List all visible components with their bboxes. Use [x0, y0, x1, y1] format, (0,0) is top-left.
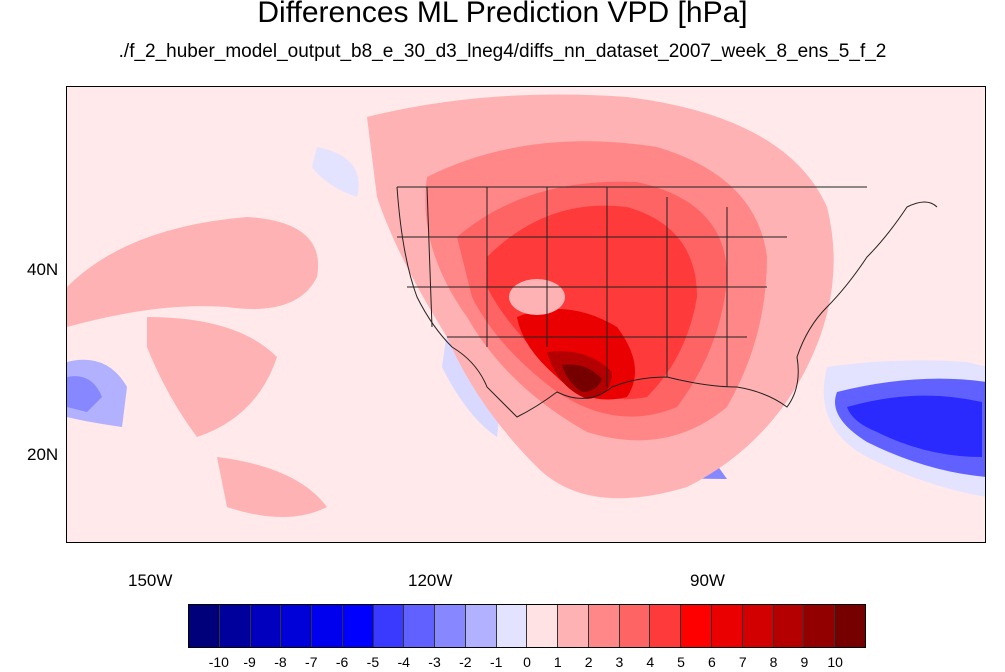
lat-label-20n: 20N — [27, 445, 59, 464]
colorbar-swatch — [681, 605, 713, 647]
colorbar-swatch — [527, 605, 559, 647]
map-field — [67, 87, 985, 542]
colorbar-tick-label: 1 — [553, 654, 562, 670]
colorbar-swatch — [312, 605, 343, 647]
colorbar-tick-label: 3 — [615, 654, 624, 670]
field-positive-texas-max — [562, 364, 602, 392]
field-positive-pacific-north — [67, 217, 319, 327]
colorbar-tick-label: 9 — [800, 654, 809, 670]
colorbar-swatch — [588, 605, 620, 647]
field-negative-pacific — [312, 147, 359, 197]
colorbar-tick-label: 0 — [523, 654, 531, 670]
field-light-spot — [509, 279, 565, 315]
colorbar-tick-label: -3 — [428, 654, 441, 670]
colorbar-tick-label: 10 — [827, 654, 843, 670]
colorbar-tick-label: 5 — [677, 654, 685, 670]
colorbar-swatch — [189, 605, 220, 647]
colorbar-swatch — [619, 605, 651, 647]
colorbar-swatch — [558, 605, 589, 647]
colorbar-tick-label: 2 — [584, 654, 593, 670]
lat-label-40n: 40N — [27, 260, 59, 279]
colorbar-swatch — [650, 605, 682, 647]
plot-title: Differences ML Prediction VPD [hPa] — [257, 0, 748, 29]
colorbar-swatch — [373, 605, 405, 647]
colorbar-tick-label: 6 — [708, 654, 716, 670]
colorbar-tick-label: 4 — [646, 654, 655, 670]
colorbar-swatch — [219, 605, 251, 647]
colorbar-swatch — [342, 605, 374, 647]
lon-label-90w: 90W — [690, 571, 725, 590]
colorbar-tick-label: -4 — [397, 654, 410, 670]
colorbar-tick-label: 8 — [769, 654, 778, 670]
colorbar-tick-label: -5 — [366, 654, 380, 670]
colorbar-tick-label: -2 — [459, 654, 472, 670]
colorbar-tick-label: -7 — [305, 654, 318, 670]
field-positive-pacific-south — [217, 457, 327, 517]
colorbar-swatch — [281, 605, 313, 647]
colorbar-swatch — [712, 605, 743, 647]
vpd-difference-map — [66, 86, 986, 543]
colorbar-tick-label: 7 — [738, 654, 747, 670]
field-negative-atlantic-core — [847, 395, 982, 457]
colorbar-swatch — [404, 605, 436, 647]
colorbar-swatch — [835, 605, 865, 647]
colorbar-swatch — [250, 605, 282, 647]
colorbar-tick-label: -9 — [243, 654, 256, 670]
colorbar-tick-label: -10 — [208, 654, 229, 670]
colorbar-swatch — [773, 605, 805, 647]
boundaries — [396, 186, 938, 418]
field-negative-baja — [442, 332, 499, 437]
colorbar-tick-label: -1 — [489, 654, 503, 670]
plot-subtitle: ./f_2_huber_model_output_b8_e_30_d3_lneg… — [118, 41, 887, 62]
colorbar-tick-label: -6 — [335, 654, 349, 670]
colorbar-swatch — [496, 605, 528, 647]
field-negative-west-core — [67, 376, 102, 412]
lon-label-120w: 120W — [408, 571, 453, 590]
colorbar-swatch — [465, 605, 497, 647]
colorbar — [188, 604, 866, 648]
colorbar-swatch — [435, 605, 466, 647]
lon-label-150w: 150W — [128, 571, 173, 590]
field-positive-pacific-mid — [147, 317, 277, 437]
colorbar-swatch — [804, 605, 836, 647]
colorbar-tick-label: -8 — [274, 654, 287, 670]
colorbar-swatch — [742, 605, 774, 647]
